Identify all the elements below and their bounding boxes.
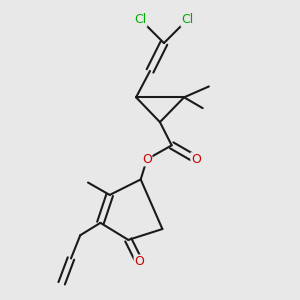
- Text: Cl: Cl: [181, 13, 193, 26]
- Text: O: O: [142, 153, 152, 166]
- Text: O: O: [191, 153, 201, 166]
- Text: Cl: Cl: [135, 13, 147, 26]
- Text: O: O: [134, 255, 144, 268]
